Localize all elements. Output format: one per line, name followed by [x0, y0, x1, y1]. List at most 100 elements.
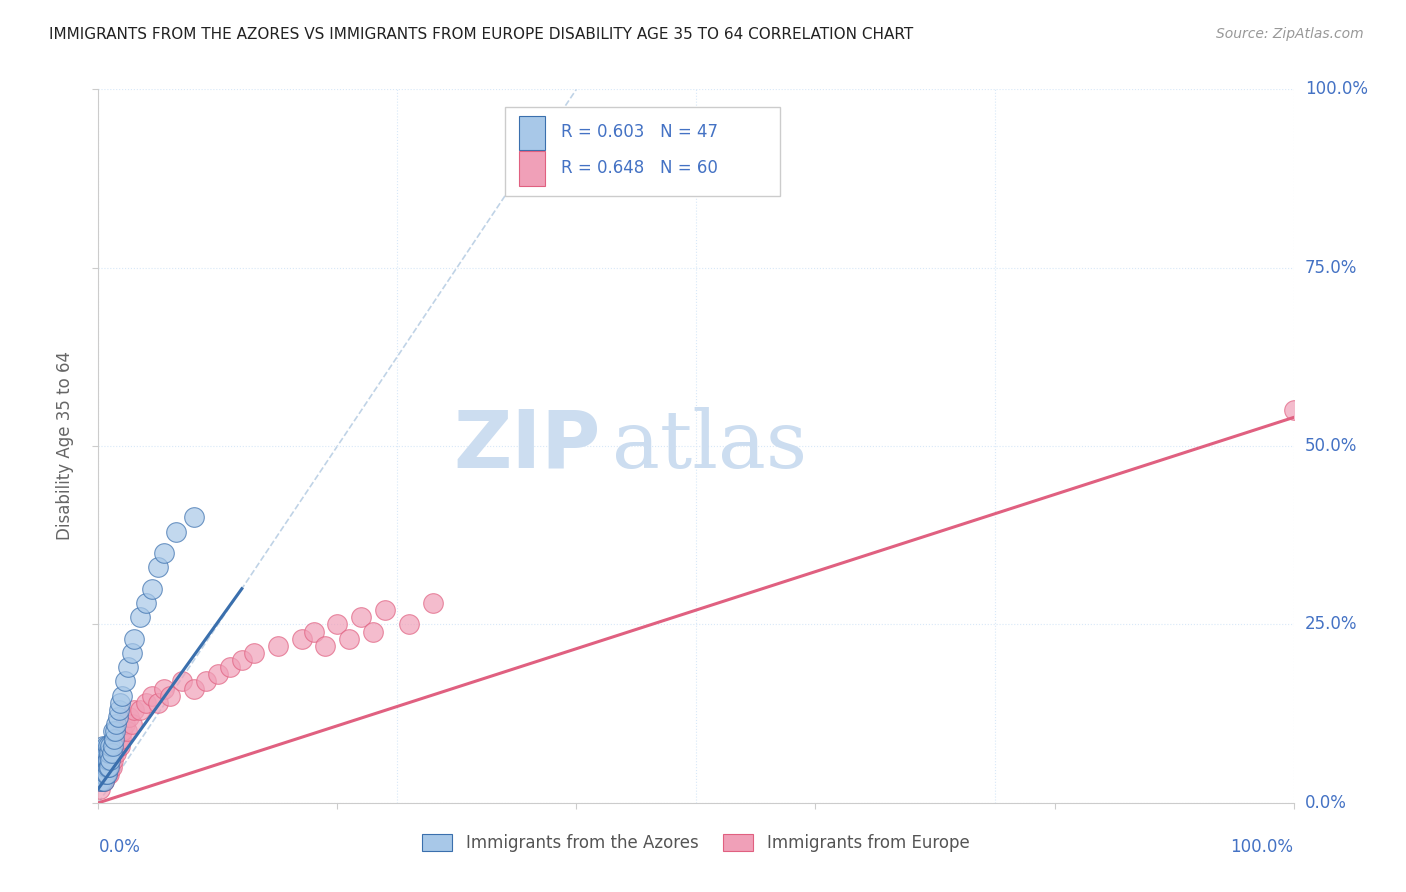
Point: [103, 746, 125, 760]
Text: 100.0%: 100.0%: [1305, 80, 1368, 98]
Point: [107, 710, 129, 724]
Point: [129, 703, 152, 717]
Point: [94, 760, 117, 774]
Point: [172, 674, 194, 689]
Point: [100, 746, 122, 760]
Point: [350, 610, 373, 624]
Point: [91, 746, 114, 760]
Point: [135, 696, 157, 710]
Point: [101, 724, 124, 739]
Point: [141, 582, 163, 596]
Point: [98, 746, 122, 760]
Point: [96, 753, 118, 767]
Point: [183, 681, 205, 696]
Point: [124, 632, 146, 646]
Point: [291, 632, 314, 646]
Point: [103, 731, 125, 746]
Point: [90, 767, 112, 781]
Point: [94, 767, 117, 781]
Point: [153, 546, 176, 560]
FancyBboxPatch shape: [519, 152, 546, 186]
Text: 75.0%: 75.0%: [1305, 259, 1357, 277]
Legend: Immigrants from the Azores, Immigrants from Europe: Immigrants from the Azores, Immigrants f…: [416, 827, 976, 859]
Point: [339, 632, 361, 646]
Point: [195, 674, 218, 689]
Point: [89, 774, 111, 789]
Point: [267, 639, 290, 653]
Point: [97, 753, 120, 767]
Point: [148, 560, 170, 574]
Point: [129, 610, 152, 624]
Text: Source: ZipAtlas.com: Source: ZipAtlas.com: [1216, 27, 1364, 41]
Point: [243, 646, 266, 660]
FancyBboxPatch shape: [505, 107, 779, 196]
Point: [94, 739, 117, 753]
Text: R = 0.603   N = 47: R = 0.603 N = 47: [561, 123, 718, 141]
Point: [96, 767, 118, 781]
Point: [118, 710, 141, 724]
Point: [231, 653, 253, 667]
Point: [90, 774, 112, 789]
Point: [93, 774, 115, 789]
Point: [363, 624, 385, 639]
Point: [91, 760, 114, 774]
Point: [96, 746, 118, 760]
Text: 50.0%: 50.0%: [1305, 437, 1357, 455]
Point: [91, 774, 114, 789]
Point: [183, 510, 205, 524]
Point: [398, 617, 420, 632]
Point: [90, 753, 112, 767]
Point: [98, 760, 121, 774]
Point: [165, 524, 187, 539]
Text: 0.0%: 0.0%: [98, 838, 141, 856]
Point: [117, 660, 139, 674]
Point: [100, 746, 122, 760]
Point: [105, 746, 128, 760]
Point: [91, 760, 114, 774]
Point: [219, 660, 242, 674]
Point: [1282, 403, 1305, 417]
Point: [89, 781, 111, 796]
Point: [91, 774, 114, 789]
Text: IMMIGRANTS FROM THE AZORES VS IMMIGRANTS FROM EUROPE DISABILITY AGE 35 TO 64 COR: IMMIGRANTS FROM THE AZORES VS IMMIGRANTS…: [49, 27, 914, 42]
Point: [98, 753, 122, 767]
Text: atlas: atlas: [613, 407, 807, 485]
Point: [98, 753, 121, 767]
Text: 25.0%: 25.0%: [1305, 615, 1357, 633]
Point: [93, 774, 115, 789]
Point: [98, 746, 121, 760]
Point: [326, 617, 349, 632]
Point: [97, 760, 120, 774]
Point: [96, 767, 118, 781]
Text: 0.0%: 0.0%: [1305, 794, 1347, 812]
Point: [207, 667, 229, 681]
Point: [121, 646, 143, 660]
Point: [115, 724, 138, 739]
Text: ZIP: ZIP: [453, 407, 600, 485]
Point: [93, 760, 115, 774]
Point: [105, 717, 128, 731]
Point: [107, 703, 129, 717]
Point: [110, 731, 132, 746]
Point: [101, 739, 124, 753]
FancyBboxPatch shape: [519, 116, 546, 150]
Point: [374, 603, 396, 617]
Point: [97, 753, 120, 767]
Point: [104, 724, 127, 739]
Y-axis label: Disability Age 35 to 64: Disability Age 35 to 64: [56, 351, 75, 541]
Point: [93, 746, 115, 760]
Point: [148, 696, 170, 710]
Text: R = 0.648   N = 60: R = 0.648 N = 60: [561, 159, 718, 177]
Text: 100.0%: 100.0%: [1230, 838, 1294, 856]
Point: [91, 753, 114, 767]
Point: [422, 596, 444, 610]
Point: [111, 689, 134, 703]
Point: [97, 767, 120, 781]
Point: [159, 689, 181, 703]
Point: [90, 767, 112, 781]
Point: [98, 767, 121, 781]
Point: [94, 767, 117, 781]
Point: [94, 753, 117, 767]
Point: [111, 724, 134, 739]
Point: [141, 689, 163, 703]
